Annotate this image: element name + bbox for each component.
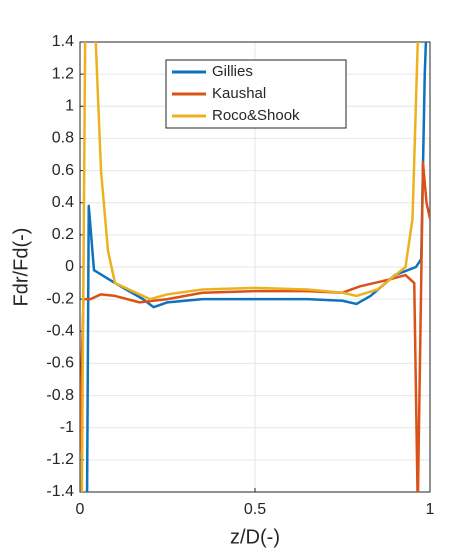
y-tick-label: -0.2 — [46, 290, 74, 307]
x-tick-label: 1 — [426, 501, 435, 518]
y-tick-label: 1 — [65, 98, 74, 115]
legend-label: Gillies — [212, 63, 253, 80]
y-tick-label: -0.8 — [46, 387, 74, 404]
legend-label: Kaushal — [212, 85, 266, 102]
y-tick-label: 1.2 — [52, 65, 74, 82]
y-tick-label: -0.6 — [46, 355, 74, 372]
legend-label: Roco&Shook — [212, 107, 300, 124]
y-tick-label: 0.8 — [52, 130, 74, 147]
y-tick-label: -1.4 — [46, 483, 74, 500]
x-axis-label: z/D(-) — [230, 526, 280, 548]
y-tick-label: -1 — [60, 419, 74, 436]
y-tick-label: 0 — [65, 258, 74, 275]
y-tick-label: 0.2 — [52, 226, 74, 243]
y-tick-label: 0.4 — [52, 194, 74, 211]
series-line — [80, 42, 420, 492]
x-tick-label: 0 — [76, 501, 85, 518]
y-tick-label: -0.4 — [46, 323, 74, 340]
x-tick-label: 0.5 — [244, 501, 266, 518]
axes-box — [79, 41, 431, 493]
series-line — [85, 42, 428, 492]
y-axis-label: Fdr/Fd(-) — [10, 228, 32, 307]
y-tick-label: 0.6 — [52, 162, 74, 179]
y-tick-label: 1.4 — [52, 33, 74, 50]
series-line — [80, 161, 430, 492]
y-tick-label: -1.2 — [46, 451, 74, 468]
plot-lines — [80, 42, 430, 492]
